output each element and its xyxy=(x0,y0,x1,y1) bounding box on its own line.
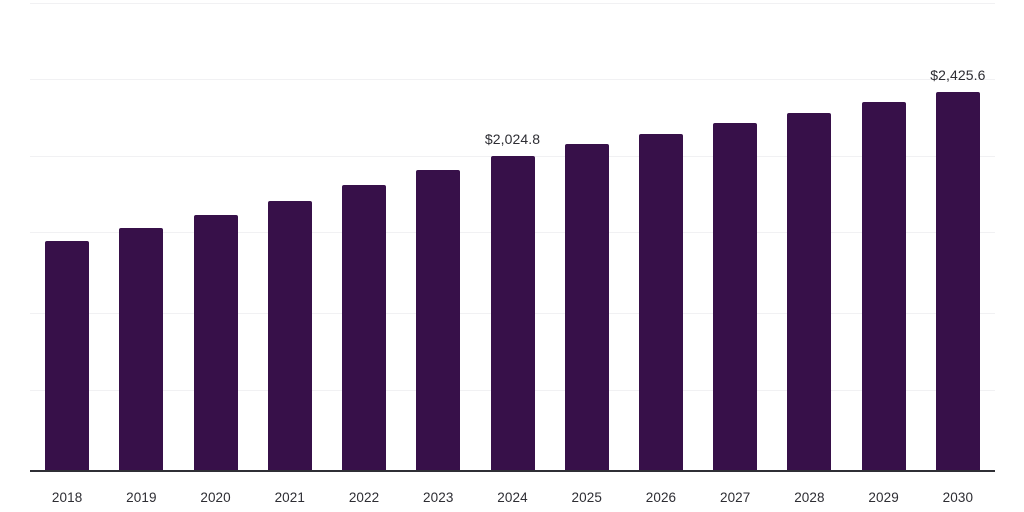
x-tick-label-2018: 2018 xyxy=(51,490,83,505)
x-tick-label-2020: 2020 xyxy=(200,490,231,505)
bar-group[interactable] xyxy=(787,0,832,471)
x-axis-labels: 2018 2019 2020 2021 2022 2023 2024 2025 2026 2027… xyxy=(30,471,995,512)
bar[interactable] xyxy=(861,102,906,471)
bar[interactable] xyxy=(416,170,461,471)
bar-group[interactable]: $2,024.8 xyxy=(485,0,540,471)
bar[interactable] xyxy=(564,144,609,471)
x-tick-label-2023: 2023 xyxy=(423,490,454,505)
x-tick-label-2025: 2025 xyxy=(571,490,602,505)
x-tick-label-2024: 2024 xyxy=(497,490,528,505)
x-tick-label-2021: 2021 xyxy=(274,490,306,505)
bar-group[interactable]: $2,425.6 xyxy=(930,0,985,471)
bar[interactable] xyxy=(638,134,683,471)
bar[interactable] xyxy=(45,241,90,471)
x-tick-label-2022: 2022 xyxy=(348,490,380,505)
bar-group[interactable] xyxy=(119,0,164,471)
bar[interactable] xyxy=(193,215,238,471)
bar-group[interactable] xyxy=(713,0,758,471)
bar-value-label: $2,425.6 xyxy=(930,67,986,83)
x-tick-label-2026: 2026 xyxy=(645,490,677,505)
x-tick-label-2027: 2027 xyxy=(719,490,751,505)
bar-group[interactable] xyxy=(342,0,387,471)
x-tick-label-2019: 2019 xyxy=(126,490,157,505)
bar-group[interactable] xyxy=(861,0,906,471)
bar-group[interactable] xyxy=(638,0,683,471)
bar[interactable] xyxy=(713,123,758,471)
bar[interactable] xyxy=(342,185,387,471)
gridline xyxy=(30,79,995,80)
bar-group[interactable] xyxy=(193,0,238,471)
bar-group[interactable] xyxy=(564,0,609,471)
bar[interactable] xyxy=(267,201,312,471)
x-tick-label-2030: 2030 xyxy=(942,490,974,505)
bar[interactable] xyxy=(490,156,535,471)
plot-area: $2,024.8 $2,425.6 xyxy=(30,0,995,471)
bar-group[interactable] xyxy=(416,0,461,471)
x-axis-line xyxy=(30,470,995,472)
gridline xyxy=(30,3,995,4)
x-tick-label-2028: 2028 xyxy=(794,490,825,505)
bar[interactable] xyxy=(787,113,832,471)
bar-group[interactable] xyxy=(267,0,312,471)
bar-group[interactable] xyxy=(45,0,90,471)
bar[interactable] xyxy=(119,228,164,471)
x-tick-label-2029: 2029 xyxy=(868,490,899,505)
bar[interactable] xyxy=(935,92,980,471)
bar-value-label: $2,024.8 xyxy=(484,131,541,147)
